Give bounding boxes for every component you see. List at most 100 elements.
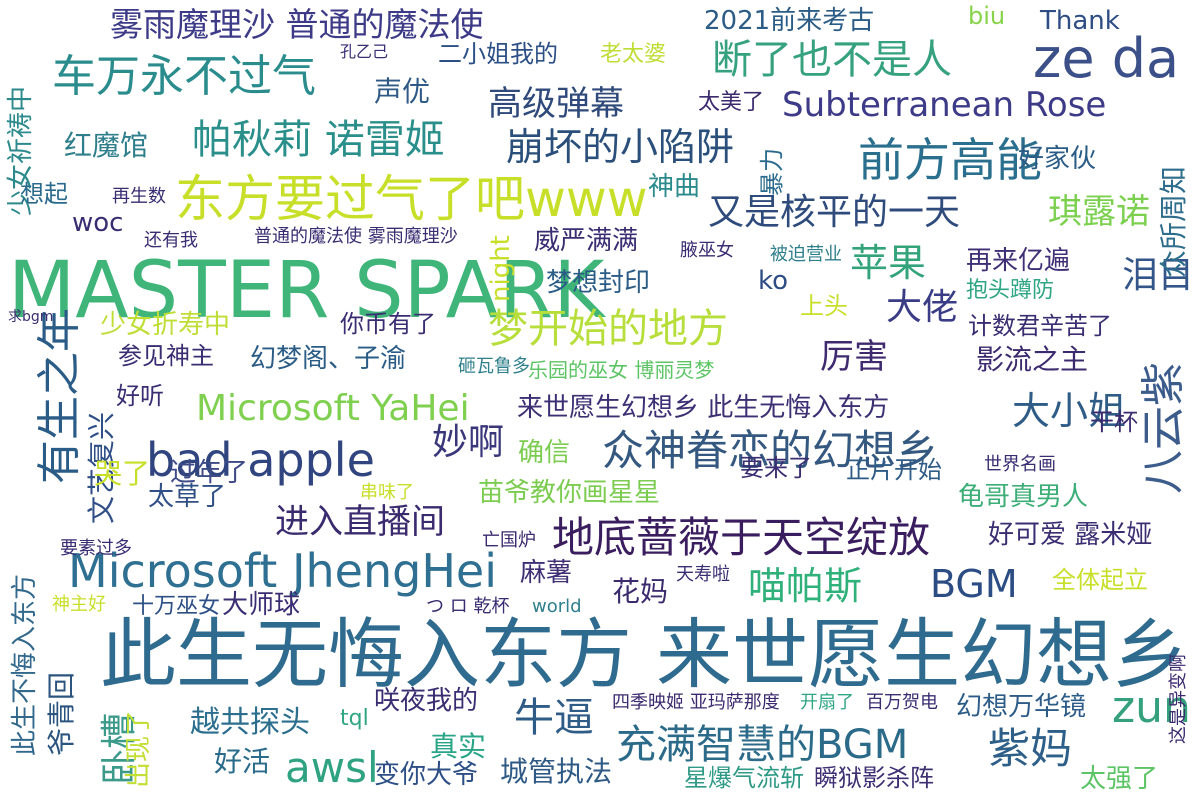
word: 好可爱 露米娅	[988, 520, 1153, 550]
word: 车万永不过气	[52, 51, 316, 102]
word: 太强了	[1080, 764, 1159, 794]
word: 好活	[214, 745, 271, 778]
word: 出现了	[124, 709, 154, 788]
word: biu	[968, 2, 1006, 30]
word: 普通的魔法使 雾雨魔理沙	[254, 226, 458, 247]
word: 哭了	[94, 457, 151, 490]
word: 还有我	[144, 230, 198, 251]
word: 神曲	[648, 172, 701, 202]
word: 大佬	[886, 287, 959, 328]
word: 四季映姬 亚玛萨那度	[612, 692, 780, 713]
word: woc	[72, 208, 124, 238]
word: 帕秋莉 诺雷姬	[192, 117, 445, 163]
word: 乐园的巫女 博丽灵梦	[528, 358, 715, 382]
word: 亡国炉	[482, 530, 536, 551]
word: 腋巫女	[680, 240, 734, 261]
word: 老太婆	[600, 42, 667, 67]
word: 求bgm	[8, 309, 54, 325]
word: ko	[758, 266, 789, 296]
word: 要素过多	[60, 538, 132, 559]
word: 东方要过气了吧www	[175, 170, 648, 228]
word: 干杯	[1090, 408, 1138, 436]
word: 花妈	[612, 575, 669, 608]
word: 全体起立	[1052, 566, 1148, 594]
word: 砸瓦鲁多	[458, 356, 530, 377]
word: 2021前来考古	[704, 6, 875, 36]
word: 苗爷教你画星星	[478, 478, 661, 508]
word: 抱头蹲防	[966, 278, 1055, 303]
word: 红魔馆	[64, 129, 149, 162]
word: 高级弹幕	[488, 84, 624, 124]
word: 计数君辛苦了	[968, 312, 1112, 340]
word: 真实	[430, 730, 487, 763]
word: night	[486, 235, 516, 302]
word: 此生不悔入东方	[10, 573, 40, 756]
word: 确信	[518, 438, 571, 468]
word: 世界名画	[984, 454, 1056, 475]
word: 幻梦阁、子渝	[250, 344, 407, 374]
word: awsl	[285, 743, 379, 792]
word: 众所周知	[1157, 165, 1190, 278]
word: 有生之年	[34, 308, 85, 484]
word: 暴力	[758, 148, 786, 196]
word: 正片开始	[846, 456, 942, 484]
word: 少女折寿中	[100, 310, 231, 340]
word: BGM	[930, 562, 1018, 606]
word: 孔乙己	[340, 42, 389, 61]
word: 苹果	[850, 241, 927, 285]
word: 城管执法	[500, 755, 613, 788]
word: 再来亿遍	[966, 246, 1071, 276]
word: 二小姐我的	[438, 40, 558, 68]
word: 喵帕斯	[748, 564, 863, 608]
word: 越共探头	[190, 705, 310, 740]
word: 充满智慧的BGM	[616, 722, 909, 768]
word: 变你大爷	[374, 760, 479, 790]
word: Thank	[1040, 6, 1120, 36]
word: 天寿啦	[676, 564, 730, 585]
word: 这是异变啊	[1168, 654, 1189, 744]
word: 地底蔷薇于天空绽放	[552, 513, 931, 562]
word: つ ロ 乾杯	[426, 596, 510, 617]
word: Microsoft JhengHei	[68, 544, 498, 598]
word: 瞬狱影杀阵	[814, 764, 934, 792]
word: 崩坏的小陷阱	[506, 125, 735, 169]
word: 幻想万华镜	[956, 692, 1087, 722]
word: 大小姐	[1012, 389, 1127, 433]
word: ze da	[1033, 27, 1180, 90]
word: 影流之主	[976, 343, 1089, 376]
word: 梦开始的地方	[488, 306, 728, 352]
word: 神主好	[52, 594, 106, 615]
word: 被迫营业	[770, 244, 842, 265]
word: 断了也不是人	[712, 37, 952, 83]
word: 牛逼	[514, 695, 594, 741]
word: 过年了	[170, 458, 249, 488]
word: Microsoft YaHei	[196, 388, 470, 429]
word: 进入直播间	[275, 502, 445, 542]
word: 紫妈	[988, 724, 1073, 773]
word: 来世愿生幻想乡 此生无悔入东方	[517, 393, 890, 423]
word: 龟哥真男人	[958, 482, 1089, 512]
word: 厉害	[820, 337, 888, 377]
word: bad apple	[146, 433, 375, 487]
word: 再生数	[112, 186, 166, 207]
word: 大师球	[222, 590, 301, 620]
word: Subterranean Rose	[782, 85, 1107, 125]
word: 妙啊	[432, 422, 505, 463]
word: 参见神主	[118, 342, 214, 370]
word: 声优	[374, 75, 431, 108]
word: 咲夜我的	[374, 686, 479, 716]
word: 八云紫	[1138, 362, 1189, 494]
word: 泪目	[1122, 255, 1195, 296]
word: 要来了	[740, 454, 812, 482]
word: 琪露诺	[1048, 192, 1150, 232]
word: 前方高能	[858, 133, 1042, 187]
word: 十万巫女	[132, 594, 221, 619]
word: 此生无悔入东方 来世愿生幻想乡	[100, 610, 1189, 699]
word: 麻薯	[520, 558, 573, 588]
word: 上头	[800, 292, 848, 320]
word: 开扇了	[800, 692, 854, 713]
word: 星爆气流斩	[684, 764, 804, 792]
word: 又是核平的一天	[708, 192, 961, 233]
word: 太草了	[148, 482, 227, 512]
